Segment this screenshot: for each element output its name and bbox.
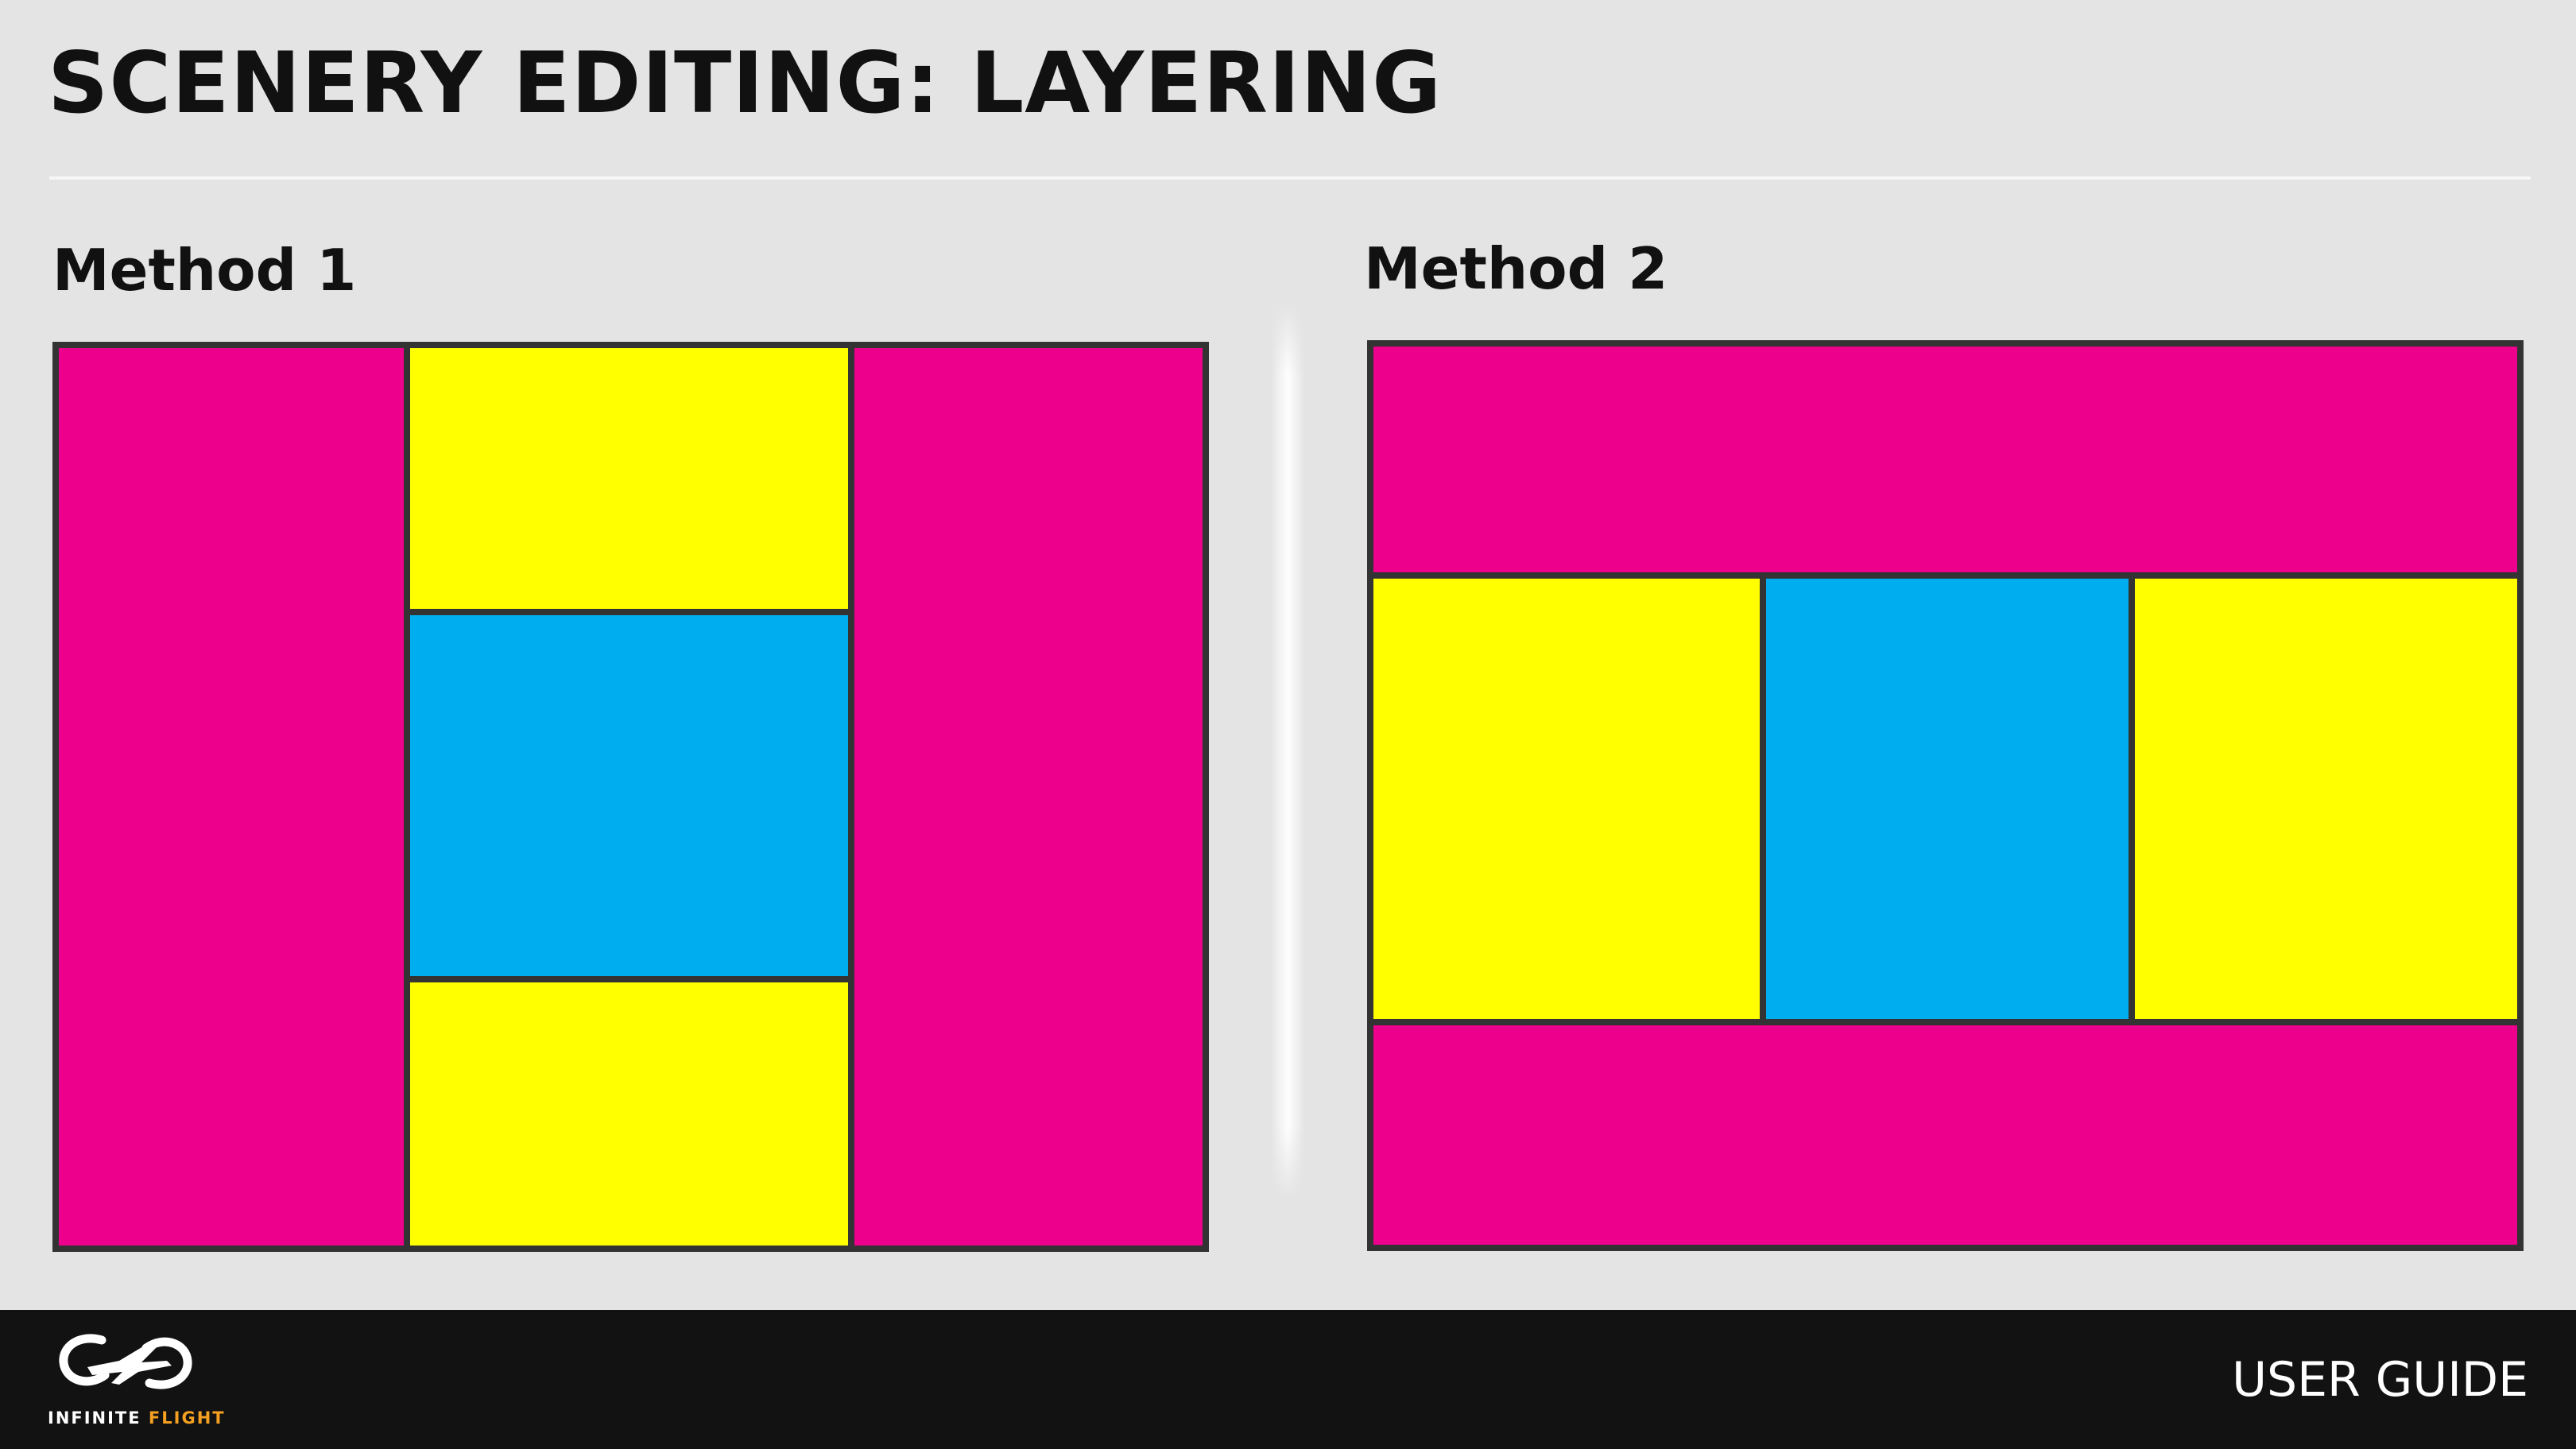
bottom-band xyxy=(1367,1019,2524,1251)
footer-bar xyxy=(0,1310,2576,1449)
method-1-label: Method 1 xyxy=(52,237,357,304)
brand-wordmark: INFINITE FLIGHT xyxy=(48,1408,226,1428)
right-strip xyxy=(848,342,1209,1252)
user-guide-label: USER GUIDE xyxy=(2232,1352,2528,1408)
middle-right xyxy=(2129,572,2524,1025)
infinite-flight-logo-icon xyxy=(59,1334,192,1389)
method-2-label: Method 2 xyxy=(1364,235,1668,302)
brand-name-primary: INFINITE xyxy=(48,1408,141,1428)
method-2-diagram xyxy=(1367,340,2524,1251)
title-divider xyxy=(49,176,2531,180)
center-middle xyxy=(404,609,854,982)
slide-title: SCENERY EDITING: LAYERING xyxy=(48,34,1443,132)
brand-name-accent: FLIGHT xyxy=(148,1408,226,1428)
method-1-diagram xyxy=(52,342,1209,1252)
center-bottom xyxy=(404,976,854,1252)
middle-left xyxy=(1367,572,1766,1025)
left-strip xyxy=(52,342,410,1252)
top-band xyxy=(1367,340,2524,579)
middle-center xyxy=(1760,572,2135,1025)
center-top xyxy=(404,342,854,615)
method-divider xyxy=(1270,302,1305,1200)
